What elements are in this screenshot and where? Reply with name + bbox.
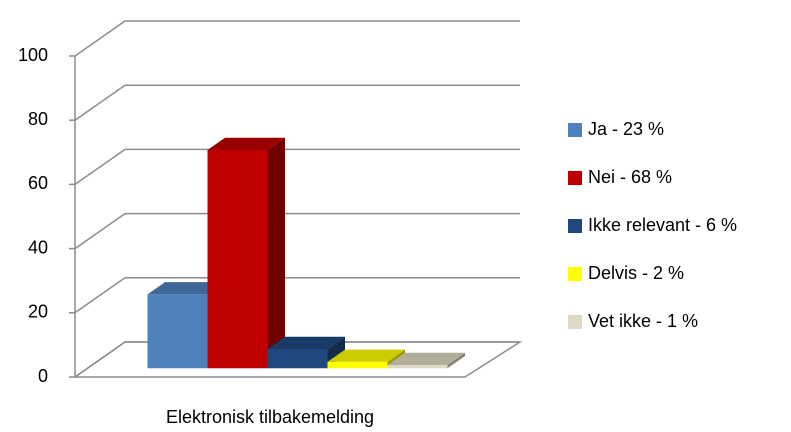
y-tick-label: 100 [18, 45, 48, 65]
legend-swatch [568, 267, 582, 281]
grid-line [74, 148, 520, 186]
bar-top [147, 282, 225, 295]
legend-swatch [568, 171, 582, 185]
y-tick-label: 60 [28, 173, 48, 193]
bar [327, 361, 388, 369]
legend-swatch [568, 315, 582, 329]
bar [267, 348, 328, 369]
y-tick-label: 20 [28, 302, 48, 322]
bar-top [327, 349, 405, 362]
bar-side [267, 137, 285, 369]
bar [207, 149, 268, 369]
grid-line [74, 84, 520, 121]
bar-top [207, 137, 285, 150]
bar [147, 294, 208, 369]
legend-label: Nei - 68 % [588, 167, 672, 187]
y-tick-label: 80 [28, 109, 48, 129]
y-tick-label: 0 [38, 366, 48, 386]
y-tick-label: 40 [28, 237, 48, 257]
legend-label: Ikke relevant - 6 % [588, 215, 737, 235]
bar [387, 365, 448, 369]
legend-label: Delvis - 2 % [588, 263, 684, 283]
x-tick-label: Elektronisk tilbakemelding [166, 407, 374, 427]
grid-line [74, 20, 520, 57]
legend-label: Ja - 23 % [588, 119, 664, 139]
legend-label: Vet ikke - 1 % [588, 311, 698, 331]
bar-side [447, 352, 465, 369]
grid-line [74, 277, 520, 314]
legend-swatch [568, 123, 582, 137]
grid-line [74, 212, 520, 250]
bar-top [387, 352, 465, 366]
bar-top [267, 336, 345, 349]
legend-swatch [568, 219, 582, 233]
grid-line [74, 341, 520, 378]
